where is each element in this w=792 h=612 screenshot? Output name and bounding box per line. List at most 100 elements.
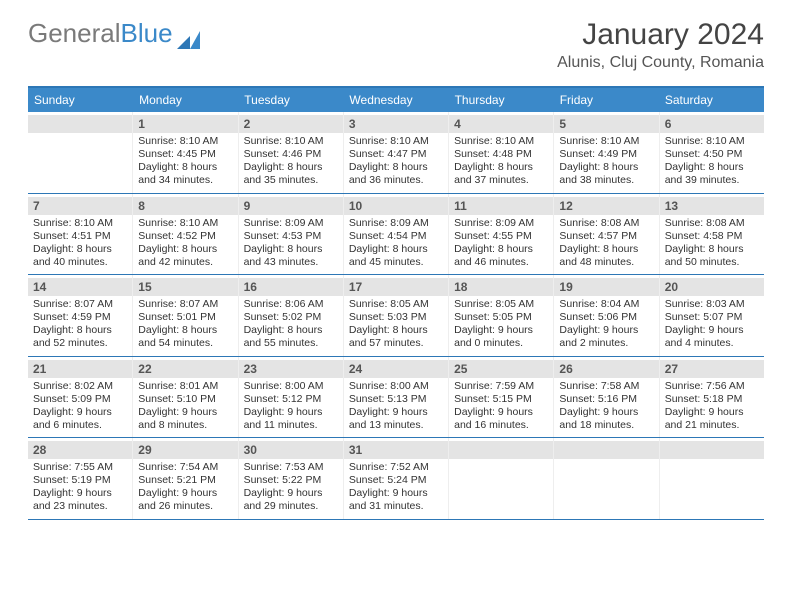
day-info: Sunrise: 8:09 AMSunset: 4:54 PMDaylight:… xyxy=(349,217,443,270)
info-line: and 38 minutes. xyxy=(559,174,653,187)
info-line: and 6 minutes. xyxy=(33,419,127,432)
info-line: and 42 minutes. xyxy=(138,256,232,269)
day-number: 9 xyxy=(239,197,343,215)
day-cell: 25 Sunrise: 7:59 AMSunset: 5:15 PMDayligh… xyxy=(449,357,554,438)
info-line: Sunrise: 8:05 AM xyxy=(454,298,548,311)
day-info: Sunrise: 7:52 AMSunset: 5:24 PMDaylight:… xyxy=(349,461,443,514)
info-line: and 16 minutes. xyxy=(454,419,548,432)
day-number: 8 xyxy=(133,197,237,215)
info-line: Daylight: 8 hours xyxy=(454,243,548,256)
day-number: 17 xyxy=(344,278,448,296)
day-number xyxy=(554,441,658,459)
day-info: Sunrise: 8:10 AMSunset: 4:49 PMDaylight:… xyxy=(559,135,653,188)
day-number: 4 xyxy=(449,115,553,133)
info-line: Daylight: 8 hours xyxy=(138,161,232,174)
day-cell: 23Sunrise: 8:00 AMSunset: 5:12 PMDayligh… xyxy=(239,357,344,438)
info-line: Sunset: 4:59 PM xyxy=(33,311,127,324)
info-line: Daylight: 9 hours xyxy=(244,487,338,500)
info-line: Daylight: 9 hours xyxy=(665,324,759,337)
day-info: Sunrise: 7:58 AMSunset: 5:16 PMDaylight:… xyxy=(559,380,653,433)
info-line: Sunset: 5:09 PM xyxy=(33,393,127,406)
info-line: Sunrise: 8:10 AM xyxy=(454,135,548,148)
info-line: Sunrise: 7:55 AM xyxy=(33,461,127,474)
week-row: 1Sunrise: 8:10 AMSunset: 4:45 PMDaylight… xyxy=(28,112,764,194)
info-line: Sunrise: 8:10 AM xyxy=(559,135,653,148)
day-info: Sunrise: 8:10 AMSunset: 4:50 PMDaylight:… xyxy=(665,135,759,188)
day-cell: 4Sunrise: 8:10 AMSunset: 4:48 PMDaylight… xyxy=(449,112,554,193)
info-line: Sunset: 4:47 PM xyxy=(349,148,443,161)
day-headers-row: SundayMondayTuesdayWednesdayThursdayFrid… xyxy=(28,88,764,112)
info-line: Daylight: 8 hours xyxy=(244,324,338,337)
day-header: Saturday xyxy=(659,88,764,112)
day-number: 28 xyxy=(28,441,132,459)
info-line: Sunset: 5:05 PM xyxy=(454,311,548,324)
day-info: Sunrise: 8:04 AMSunset: 5:06 PMDaylight:… xyxy=(559,298,653,351)
info-line: Sunrise: 8:10 AM xyxy=(138,217,232,230)
info-line: Sunset: 5:13 PM xyxy=(349,393,443,406)
day-info: Sunrise: 7:55 AMSunset: 5:19 PMDaylight:… xyxy=(33,461,127,514)
day-cell: 5Sunrise: 8:10 AMSunset: 4:49 PMDaylight… xyxy=(554,112,659,193)
info-line: Daylight: 8 hours xyxy=(138,243,232,256)
header: GeneralBlue January 2024 Alunis, Cluj Co… xyxy=(0,0,792,80)
day-info: Sunrise: 8:00 AMSunset: 5:13 PMDaylight:… xyxy=(349,380,443,433)
info-line: Sunrise: 7:59 AM xyxy=(454,380,548,393)
info-line: Sunset: 5:22 PM xyxy=(244,474,338,487)
day-cell: 11Sunrise: 8:09 AMSunset: 4:55 PMDayligh… xyxy=(449,194,554,275)
day-number: 7 xyxy=(28,197,132,215)
info-line: and 26 minutes. xyxy=(138,500,232,513)
day-cell: 15Sunrise: 8:07 AMSunset: 5:01 PMDayligh… xyxy=(133,275,238,356)
day-info: Sunrise: 7:59 AMSunset: 5:15 PMDaylight:… xyxy=(454,380,548,433)
info-line: Daylight: 9 hours xyxy=(349,406,443,419)
day-info: Sunrise: 7:54 AMSunset: 5:21 PMDaylight:… xyxy=(138,461,232,514)
day-cell: 7Sunrise: 8:10 AMSunset: 4:51 PMDaylight… xyxy=(28,194,133,275)
day-cell: 26 Sunrise: 7:58 AMSunset: 5:16 PMDayligh… xyxy=(554,357,659,438)
info-line: Sunrise: 8:10 AM xyxy=(33,217,127,230)
day-number: 26 xyxy=(554,360,658,378)
day-cell: 31 Sunrise: 7:52 AMSunset: 5:24 PMDayligh… xyxy=(344,438,449,519)
info-line: and 46 minutes. xyxy=(454,256,548,269)
day-cell: 20Sunrise: 8:03 AMSunset: 5:07 PMDayligh… xyxy=(660,275,764,356)
day-info: Sunrise: 8:10 AMSunset: 4:52 PMDaylight:… xyxy=(138,217,232,270)
day-header: Wednesday xyxy=(343,88,448,112)
info-line: and 55 minutes. xyxy=(244,337,338,350)
info-line: Daylight: 8 hours xyxy=(454,161,548,174)
info-line: Sunrise: 8:09 AM xyxy=(244,217,338,230)
day-number: 25 xyxy=(449,360,553,378)
day-info: Sunrise: 8:09 AMSunset: 4:55 PMDaylight:… xyxy=(454,217,548,270)
title-block: January 2024 Alunis, Cluj County, Romani… xyxy=(557,18,764,72)
info-line: Daylight: 8 hours xyxy=(559,161,653,174)
info-line: and 31 minutes. xyxy=(349,500,443,513)
day-cell: 13 Sunrise: 8:08 AMSunset: 4:58 PMDayligh… xyxy=(660,194,764,275)
day-info: Sunrise: 8:10 AMSunset: 4:46 PMDaylight:… xyxy=(244,135,338,188)
day-info: Sunrise: 8:10 AMSunset: 4:45 PMDaylight:… xyxy=(138,135,232,188)
day-cell: 30Sunrise: 7:53 AMSunset: 5:22 PMDayligh… xyxy=(239,438,344,519)
info-line: Sunrise: 8:01 AM xyxy=(138,380,232,393)
day-cell: 12Sunrise: 8:08 AMSunset: 4:57 PMDayligh… xyxy=(554,194,659,275)
info-line: and 23 minutes. xyxy=(33,500,127,513)
day-info: Sunrise: 8:01 AMSunset: 5:10 PMDaylight:… xyxy=(138,380,232,433)
week-row: 21Sunrise: 8:02 AMSunset: 5:09 PMDayligh… xyxy=(28,357,764,439)
info-line: Sunset: 5:12 PM xyxy=(244,393,338,406)
info-line: Daylight: 9 hours xyxy=(665,406,759,419)
info-line: Sunrise: 7:56 AM xyxy=(665,380,759,393)
day-info: Sunrise: 8:08 AMSunset: 4:58 PMDaylight:… xyxy=(665,217,759,270)
day-number: 29 xyxy=(133,441,237,459)
day-cell: 17Sunrise: 8:05 AMSunset: 5:03 PMDayligh… xyxy=(344,275,449,356)
day-cell xyxy=(449,438,554,519)
info-line: Sunset: 4:45 PM xyxy=(138,148,232,161)
info-line: Daylight: 9 hours xyxy=(454,406,548,419)
day-cell: 6Sunrise: 8:10 AMSunset: 4:50 PMDaylight… xyxy=(660,112,764,193)
day-cell: 10Sunrise: 8:09 AMSunset: 4:54 PMDayligh… xyxy=(344,194,449,275)
day-number: 31 xyxy=(344,441,448,459)
logo: GeneralBlue xyxy=(28,18,203,49)
day-number xyxy=(28,115,132,133)
day-number xyxy=(660,441,764,459)
logo-mark-icon xyxy=(177,25,203,43)
day-number: 16 xyxy=(239,278,343,296)
info-line: Sunrise: 8:08 AM xyxy=(559,217,653,230)
day-number: 1 xyxy=(133,115,237,133)
day-number: 19 xyxy=(554,278,658,296)
day-cell: 28 Sunrise: 7:55 AMSunset: 5:19 PMDayligh… xyxy=(28,438,133,519)
day-number: 13 xyxy=(660,197,764,215)
info-line: and 34 minutes. xyxy=(138,174,232,187)
